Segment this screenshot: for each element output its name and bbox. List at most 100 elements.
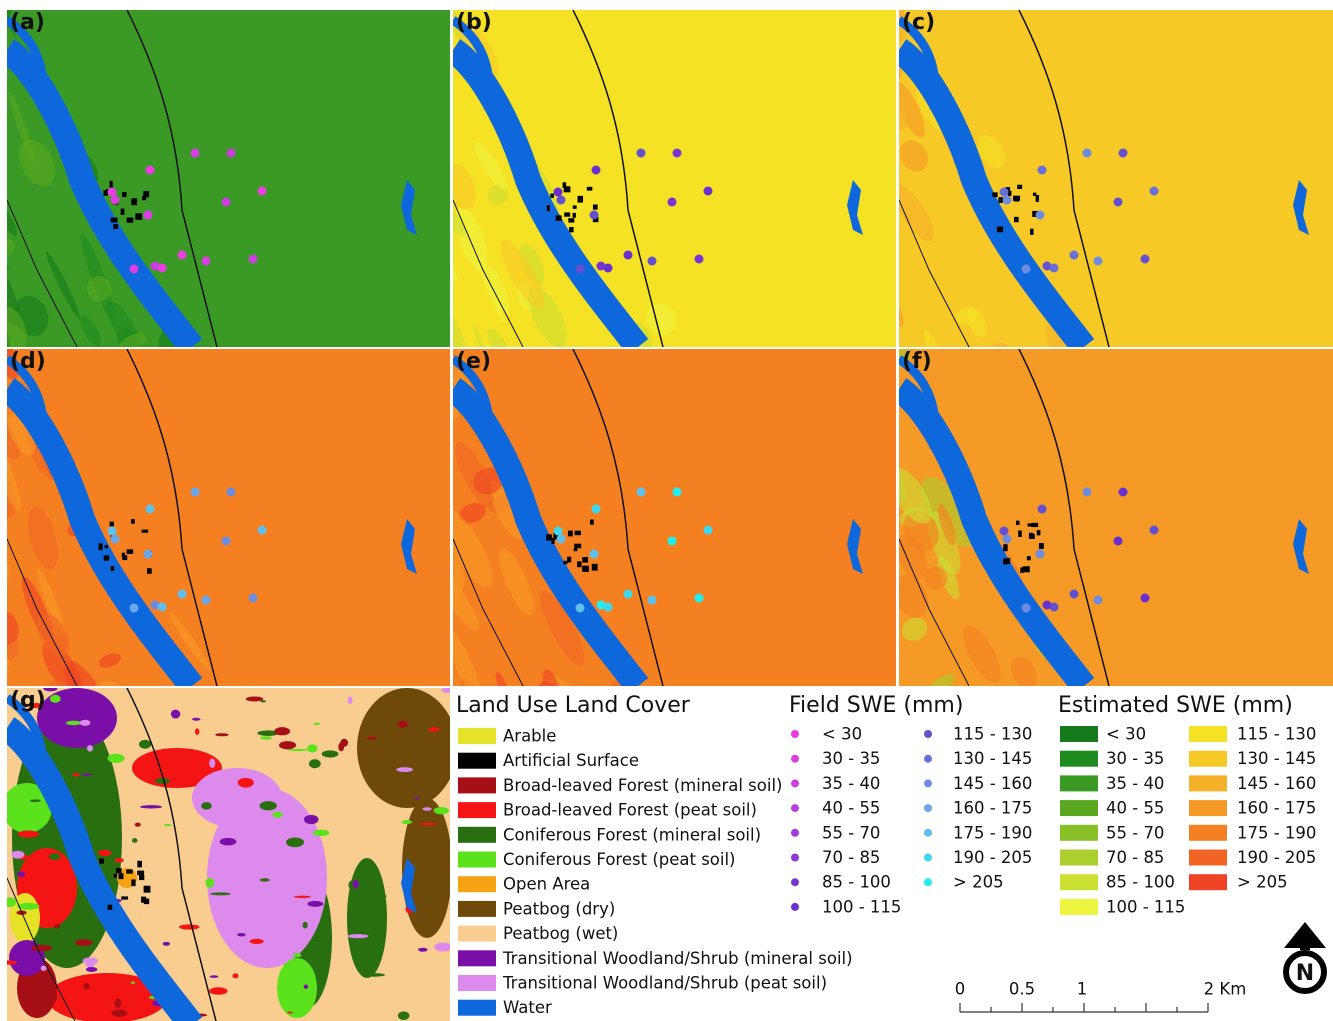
settlement	[122, 553, 125, 557]
field-point	[590, 211, 599, 220]
legend-swatch	[1060, 726, 1098, 742]
legend-label: 175 - 190	[953, 823, 1032, 842]
field-point	[624, 251, 633, 260]
legend-swatch	[1060, 850, 1098, 866]
settlement	[132, 198, 138, 205]
legend-dot	[791, 878, 799, 886]
field-point	[673, 488, 682, 497]
settlement	[574, 548, 578, 551]
land-speck	[279, 741, 296, 749]
settlement	[121, 896, 128, 899]
legend-swatch	[458, 876, 496, 892]
legend-label: 115 - 130	[1237, 725, 1316, 744]
settlement	[1023, 566, 1030, 572]
scale-label: 2 Km	[1204, 980, 1247, 999]
legend-label: Peatbog (wet)	[503, 924, 618, 943]
settlement	[113, 224, 118, 229]
field-point	[111, 196, 120, 205]
land-speck	[30, 799, 41, 802]
land-speck	[294, 896, 311, 898]
settlement	[547, 205, 550, 211]
legend-label: 160 - 175	[953, 799, 1032, 818]
land-speck	[210, 975, 219, 978]
settlement	[1014, 198, 1019, 201]
settlement	[1020, 567, 1023, 573]
land-speck	[233, 973, 239, 978]
legend-dot	[791, 903, 799, 911]
settlement	[104, 555, 109, 560]
panel-label: (c)	[902, 10, 935, 35]
settlement	[587, 187, 593, 191]
field-point	[554, 188, 563, 197]
land-speck	[286, 838, 304, 848]
land-patch	[347, 858, 387, 978]
legend-label: Coniferous Forest (peat soil)	[503, 850, 736, 869]
field-point	[1119, 488, 1128, 497]
land-speck	[132, 838, 138, 843]
figure: (a)(b)(c)(d)(e)(f)(g)Land Use Land Cover…	[0, 0, 1333, 1021]
legend-label: 30 - 35	[1106, 749, 1164, 768]
settlement	[111, 566, 114, 571]
field-point	[178, 590, 187, 599]
land-speck	[401, 820, 411, 824]
scale-label: 0.5	[1009, 980, 1035, 999]
settlement	[121, 209, 125, 215]
legend-label: 145 - 160	[953, 774, 1032, 793]
field-point	[258, 526, 267, 535]
land-speck	[31, 945, 52, 951]
field-point	[1070, 251, 1079, 260]
land-speck	[304, 985, 308, 989]
settlement	[573, 205, 577, 208]
field-point	[1094, 257, 1103, 266]
land-speck	[419, 823, 438, 825]
settlement	[567, 557, 571, 563]
settlement	[1007, 558, 1010, 564]
land-speck	[434, 942, 452, 951]
land-speck	[260, 736, 272, 739]
settlement	[992, 192, 997, 197]
legend-label: Broad-leaved Forest (peat soil)	[503, 801, 757, 820]
settlement	[1016, 521, 1020, 525]
field-point	[130, 265, 139, 274]
settlement	[114, 874, 117, 878]
legend-title: Land Use Land Cover	[456, 693, 691, 718]
land-speck	[260, 700, 266, 702]
settlement	[577, 561, 581, 567]
field-point	[227, 488, 236, 497]
legend-swatch	[1189, 874, 1227, 890]
land-speck	[246, 696, 263, 701]
settlement	[568, 531, 573, 537]
settlement	[592, 564, 598, 571]
field-point	[130, 604, 139, 613]
field-point	[637, 149, 646, 158]
land-speck	[364, 973, 385, 977]
land-patch	[192, 768, 282, 828]
panel-label: (b)	[456, 10, 492, 35]
legend-label: Arable	[503, 727, 556, 746]
field-point	[1119, 149, 1128, 158]
field-point	[1070, 590, 1079, 599]
settlement	[137, 871, 144, 876]
settlement	[573, 213, 576, 218]
land-speck	[210, 892, 230, 895]
land-speck	[179, 924, 200, 929]
legend-label: 30 - 35	[822, 749, 880, 768]
field-point	[673, 149, 682, 158]
land-speck	[304, 815, 319, 824]
settlement	[1017, 185, 1022, 189]
field-point	[695, 255, 704, 264]
field-point	[111, 535, 120, 544]
land-speck	[192, 718, 201, 721]
settlement	[563, 561, 567, 564]
land-speck	[237, 933, 246, 936]
land-speck	[223, 779, 228, 785]
land-speck	[83, 983, 90, 989]
land-speck	[115, 858, 124, 862]
settlement	[1008, 191, 1011, 196]
field-point	[158, 264, 167, 273]
field-point	[604, 264, 613, 273]
legend-label: > 205	[1237, 873, 1288, 892]
land-speck	[17, 871, 25, 877]
field-point	[1003, 535, 1012, 544]
legend-label: 85 - 100	[1106, 873, 1175, 892]
